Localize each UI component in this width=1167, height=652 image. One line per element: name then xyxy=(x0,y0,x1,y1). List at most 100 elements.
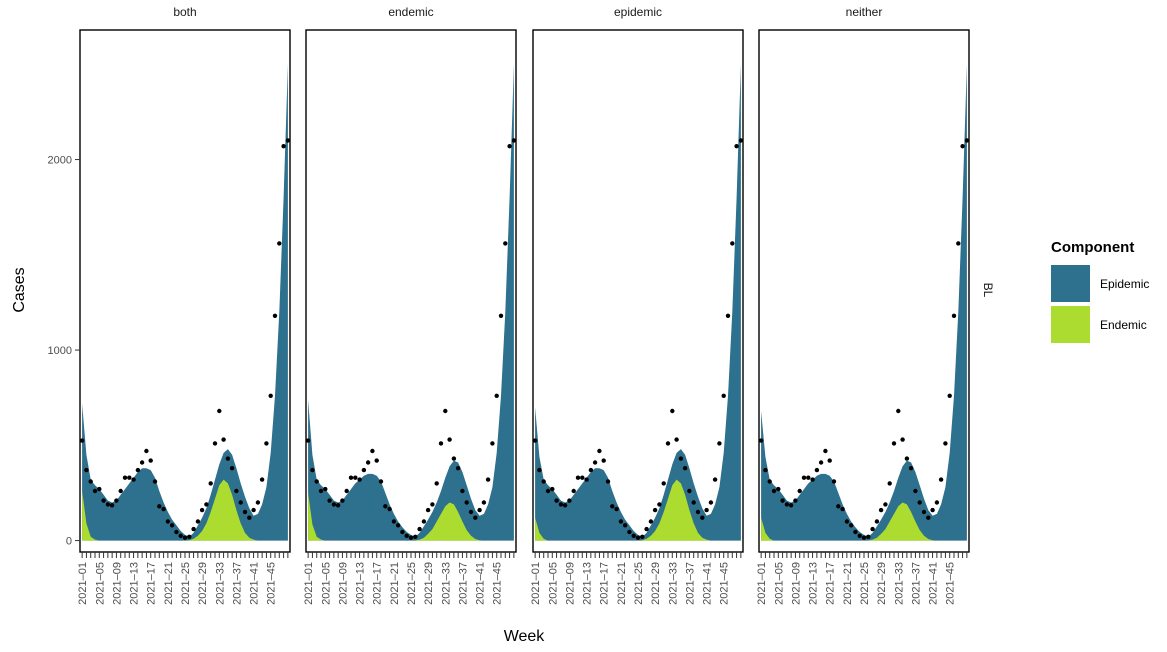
observed-point xyxy=(425,507,431,513)
observed-point xyxy=(331,502,337,507)
observed-point xyxy=(588,467,594,473)
observed-point xyxy=(238,500,243,505)
observed-point xyxy=(395,523,401,528)
legend: Component Epidemic Endemic xyxy=(1051,239,1149,343)
observed-point xyxy=(900,437,905,442)
observed-point xyxy=(97,486,102,492)
observed-point xyxy=(721,393,726,398)
observed-point xyxy=(883,502,888,507)
x-tick-label: 2021–41 xyxy=(702,562,714,605)
observed-point xyxy=(187,534,192,539)
observed-point xyxy=(601,458,606,463)
panel-background xyxy=(80,30,290,552)
observed-point xyxy=(767,479,772,484)
observed-point xyxy=(383,504,388,509)
observed-point xyxy=(610,504,615,509)
x-tick-label: 2021–45 xyxy=(945,562,957,605)
observed-point xyxy=(114,498,119,503)
observed-point xyxy=(844,519,850,524)
observed-point xyxy=(318,488,324,494)
epidemic-area xyxy=(535,64,741,541)
observed-point xyxy=(801,475,807,480)
observed-point xyxy=(708,500,714,505)
observed-point xyxy=(131,477,136,482)
observed-point xyxy=(460,488,465,494)
x-tick-label: 2021–01 xyxy=(756,562,768,605)
observed-point xyxy=(550,486,555,492)
observed-point xyxy=(567,498,572,503)
observed-point xyxy=(413,534,418,539)
x-tick-label: 2021–45 xyxy=(719,562,731,605)
observed-point xyxy=(157,504,162,509)
y-tick-label: 0 xyxy=(66,536,72,548)
observed-point xyxy=(788,503,794,508)
observed-point xyxy=(682,466,688,471)
observed-point xyxy=(84,467,89,473)
x-tick-label: 2021–33 xyxy=(893,562,905,605)
observed-point xyxy=(391,519,397,524)
observed-point xyxy=(917,500,922,505)
observed-point xyxy=(614,506,619,512)
observed-point xyxy=(88,479,93,484)
observed-point xyxy=(657,502,662,507)
observed-point xyxy=(831,479,837,484)
observed-point xyxy=(678,456,684,461)
panel-plot-area xyxy=(759,64,969,541)
observed-point xyxy=(165,519,171,524)
observed-point xyxy=(281,144,286,149)
observed-point xyxy=(327,498,332,503)
observed-point xyxy=(323,486,328,492)
panel-background xyxy=(533,30,743,552)
observed-point xyxy=(264,441,269,446)
observed-point xyxy=(259,477,265,482)
observed-point xyxy=(365,460,371,465)
x-tick-label: 2021–45 xyxy=(266,562,278,605)
x-tick-label: 2021–41 xyxy=(249,562,261,605)
y-axis-title: Cases xyxy=(11,267,28,312)
observed-point xyxy=(511,138,516,143)
x-tick-label: 2021–25 xyxy=(633,562,645,605)
x-tick-label: 2021–37 xyxy=(910,562,922,605)
x-tick-label: 2021–05 xyxy=(773,562,785,605)
observed-point xyxy=(247,515,252,520)
observed-point xyxy=(951,313,957,318)
observed-point xyxy=(451,456,457,461)
x-tick-label: 2021–17 xyxy=(599,562,611,605)
panel-both: both 2021–01 2021–05 2021–09 2021–13 2021–17 2… xyxy=(77,5,291,605)
observed-point xyxy=(943,441,948,446)
observed-point xyxy=(217,408,222,414)
observed-point xyxy=(934,500,940,505)
observed-point xyxy=(960,144,965,149)
observed-point xyxy=(605,479,611,484)
observed-point xyxy=(477,507,482,513)
x-tick-label: 2021–29 xyxy=(876,562,888,605)
observed-point xyxy=(840,506,845,512)
x-tick-label: 2021–05 xyxy=(547,562,559,605)
observed-point xyxy=(580,475,585,480)
observed-point xyxy=(335,503,341,508)
observed-point xyxy=(135,467,141,473)
observed-point xyxy=(498,313,504,318)
x-tick-label: 2021–13 xyxy=(355,562,367,605)
observed-point xyxy=(823,448,828,454)
panel-plot-area xyxy=(80,64,290,541)
observed-point xyxy=(806,475,811,480)
observed-point xyxy=(687,488,692,494)
observed-point xyxy=(344,488,349,494)
observed-point xyxy=(793,498,798,503)
observed-point xyxy=(242,509,248,515)
observed-point xyxy=(353,475,358,480)
observed-point xyxy=(784,502,790,507)
observed-point xyxy=(443,408,448,414)
observed-point xyxy=(904,456,910,461)
observed-point xyxy=(712,477,718,482)
observed-point xyxy=(891,441,897,446)
x-tick-label: 2021–29 xyxy=(650,562,662,605)
endemic-area xyxy=(308,492,514,541)
observed-point xyxy=(314,479,319,484)
observed-point xyxy=(122,475,128,480)
observed-point xyxy=(956,241,961,246)
y-tick-label: 1000 xyxy=(48,345,72,357)
strip-label-endemic: endemic xyxy=(388,5,433,19)
x-tick-label: 2021–09 xyxy=(111,562,123,605)
